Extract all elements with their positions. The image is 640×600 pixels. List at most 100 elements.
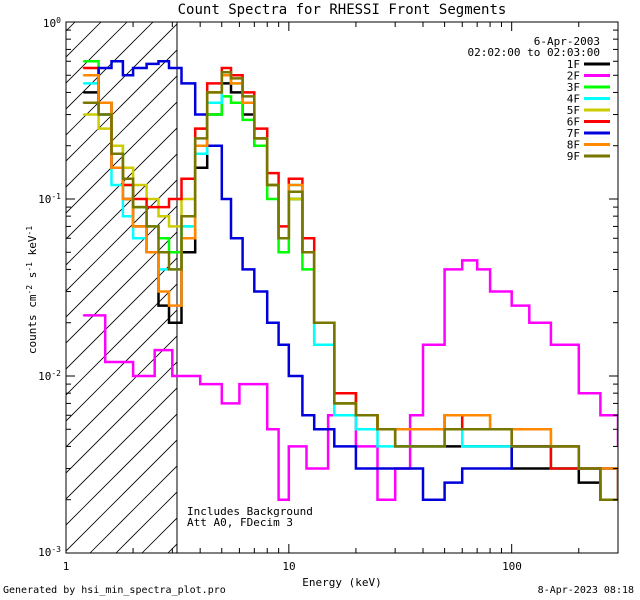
data-point-7f <box>145 62 148 65</box>
data-point-7f <box>230 237 232 240</box>
data-point-9f <box>230 77 232 80</box>
data-point-2f <box>489 290 491 293</box>
data-point-2f <box>443 268 446 271</box>
data-point-7f <box>241 268 244 271</box>
legend-label-5f: 5F <box>567 104 580 117</box>
data-point-1f <box>157 304 160 307</box>
series-line-3f <box>83 60 618 501</box>
annotation-attenuator: Att A0, FDecim 3 <box>187 516 293 529</box>
date-label: 6-Apr-2003 <box>534 35 600 48</box>
data-point-1f <box>168 321 170 324</box>
hatch-line <box>66 257 177 370</box>
legend-label-4f: 4F <box>567 93 580 106</box>
data-point-8f <box>121 198 124 200</box>
data-point-9f <box>97 113 100 116</box>
legend-label-8f: 8F <box>567 139 580 152</box>
data-point-7f <box>489 467 491 470</box>
axis-ticks <box>65 21 619 554</box>
data-point-9f <box>443 428 446 431</box>
legend-label-7f: 7F <box>567 127 580 140</box>
y-tick-label-0.01: 10-2 <box>38 369 61 384</box>
data-point-9f <box>577 467 580 470</box>
data-point-7f <box>220 198 223 200</box>
data-point-2f <box>510 304 513 307</box>
data-point-9f <box>194 137 197 140</box>
data-point-8f <box>168 304 170 307</box>
data-point-7f <box>266 321 269 324</box>
data-point-8f <box>287 184 290 186</box>
data-point-2f <box>422 343 424 346</box>
data-point-7f <box>313 428 316 431</box>
data-point-7f <box>180 82 183 85</box>
hatch-line <box>480 0 640 553</box>
data-point-9f <box>489 428 491 431</box>
hatch-line <box>532 0 640 553</box>
data-point-9f <box>241 95 244 98</box>
data-point-2f <box>199 383 202 385</box>
data-point-7f <box>443 481 446 484</box>
data-point-6f <box>220 67 223 69</box>
hatch-line <box>298 0 640 553</box>
data-point-2f <box>409 414 411 417</box>
data-point-3f <box>277 251 280 254</box>
y-tick-label-0.001: 10-3 <box>38 545 61 560</box>
data-point-9f <box>510 445 513 448</box>
data-point-8f <box>241 101 244 104</box>
data-point-5f <box>82 113 85 116</box>
legend-label-1f: 1F <box>567 58 580 71</box>
series-line-9f <box>83 71 618 501</box>
data-point-6f <box>180 177 183 180</box>
data-point-4f <box>313 343 316 346</box>
data-point-7f <box>333 445 336 448</box>
series-line-4f <box>83 74 618 501</box>
hatch-line <box>66 309 177 422</box>
data-point-4f <box>110 184 113 186</box>
data-point-9f <box>301 251 304 254</box>
data-point-2f <box>476 268 479 271</box>
hatch-line <box>584 0 640 553</box>
hatch-line <box>0 0 26 553</box>
data-point-7f <box>355 467 357 470</box>
data-point-2f <box>153 349 156 352</box>
data-point-2f <box>327 414 329 417</box>
hatch-line <box>66 361 177 474</box>
data-point-3f <box>82 60 85 63</box>
data-point-6f <box>550 467 552 470</box>
data-point-8f <box>461 414 464 417</box>
data-point-7f <box>287 375 290 377</box>
data-point-9f <box>333 402 336 405</box>
data-point-7f <box>253 290 256 293</box>
hatch-line <box>246 0 640 553</box>
data-point-2f <box>550 343 552 346</box>
hatch-line <box>66 49 177 162</box>
data-point-2f <box>238 383 241 385</box>
hatched-region <box>0 0 640 553</box>
data-point-7f <box>132 67 134 69</box>
x-tick-label-100: 100 <box>502 560 522 573</box>
data-point-6f <box>157 206 160 208</box>
hatch-line <box>66 205 177 318</box>
data-point-5f <box>157 215 160 218</box>
data-point-7f <box>422 498 424 501</box>
x-tick-label-10: 10 <box>282 560 295 573</box>
data-point-2f <box>376 498 379 501</box>
chart-title: Count Spectra for RHESSI Front Segments <box>178 2 507 18</box>
hatch-line <box>66 387 177 500</box>
data-point-9f <box>253 137 256 140</box>
data-point-7f <box>168 67 170 69</box>
data-point-9f <box>355 414 357 417</box>
data-point-2f <box>305 467 308 470</box>
data-point-2f <box>461 259 464 262</box>
data-point-2f <box>277 498 280 501</box>
data-point-8f <box>110 166 113 169</box>
series-line-8f <box>83 74 618 500</box>
data-point-7f <box>121 74 124 77</box>
hatch-line <box>610 0 640 553</box>
data-point-9f <box>206 91 209 94</box>
data-point-6f <box>287 177 290 180</box>
series-line-5f <box>83 74 618 500</box>
data-point-7f <box>277 343 280 346</box>
series-line-6f <box>83 66 618 501</box>
data-point-2f <box>132 375 134 377</box>
